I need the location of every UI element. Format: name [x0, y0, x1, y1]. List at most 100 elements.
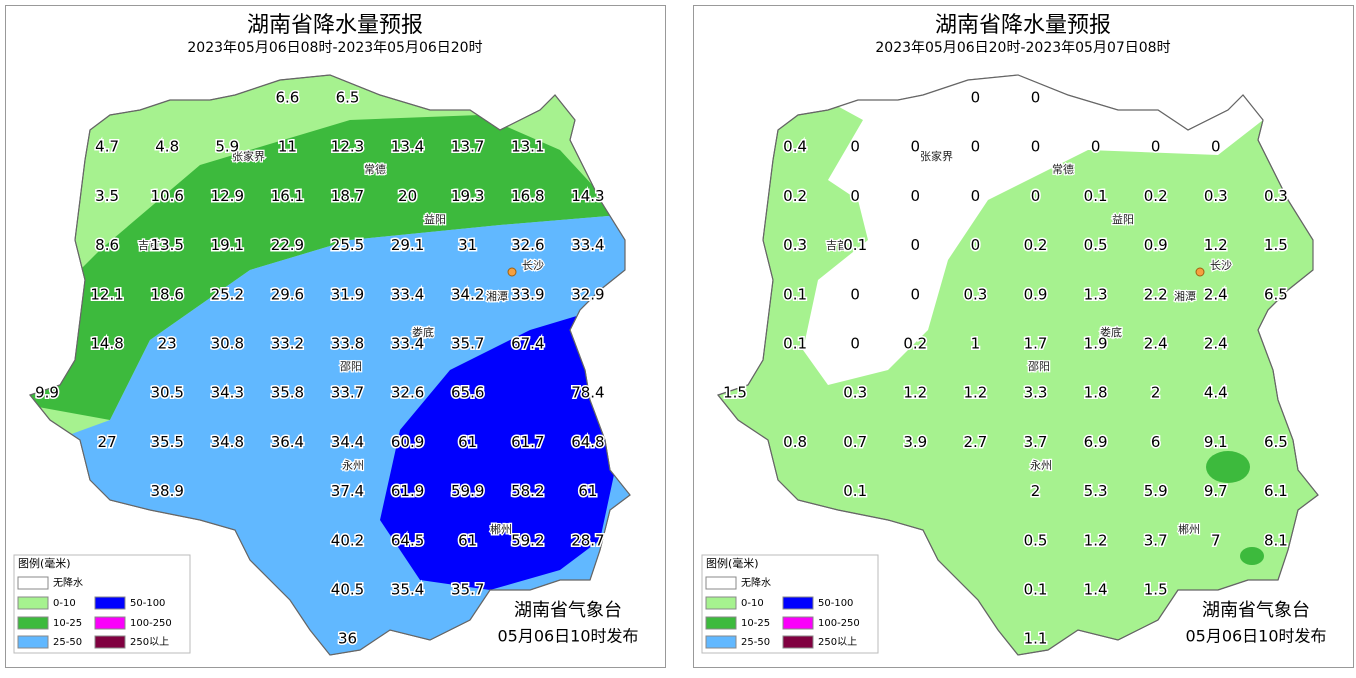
precip-value: 2: [1151, 384, 1161, 402]
precip-value: 61: [458, 433, 477, 451]
legend-label: 25-50: [741, 637, 770, 648]
precip-value: 0: [911, 187, 921, 205]
precip-value: 36.4: [271, 433, 304, 451]
precip-value: 13.1: [511, 138, 544, 156]
precip-value: 2.7: [963, 433, 987, 451]
precip-value: 2.4: [1204, 285, 1228, 303]
precip-value: 0.3: [1264, 187, 1288, 205]
precip-value: 6.9: [1084, 433, 1108, 451]
precip-value: 1.5: [1264, 236, 1288, 254]
precip-value: 0: [911, 138, 921, 156]
map-subtitle: 2023年05月06日20时-2023年05月07日08时: [875, 40, 1170, 56]
legend-swatch: [17, 576, 49, 590]
legend-swatch: [782, 596, 814, 610]
precip-value: 23: [158, 335, 177, 353]
legend-title: 图例(毫米): [706, 556, 759, 570]
precip-value: 19.1: [211, 236, 244, 254]
precip-value: 29.6: [271, 285, 304, 303]
precip-value: 0.9: [1024, 285, 1048, 303]
precip-value: 11: [278, 138, 297, 156]
precip-value: 5.3: [1084, 482, 1108, 500]
legend-label: 50-100: [818, 598, 853, 609]
precip-value: 29.1: [391, 236, 424, 254]
legend-swatch: [782, 635, 814, 649]
city-name: 张家界: [232, 149, 265, 163]
precip-value: 6.6: [275, 89, 299, 107]
legend-swatch: [17, 616, 49, 630]
city-name: 吉首: [138, 238, 160, 252]
precip-value: 0.1: [843, 236, 867, 254]
precip-value: 1.5: [723, 384, 747, 402]
precip-value: 64.5: [391, 531, 424, 549]
precip-value: 35.7: [451, 581, 484, 599]
precip-value: 33.7: [331, 384, 364, 402]
precip-value: 0.9: [1144, 236, 1168, 254]
city-name: 吉首: [826, 238, 848, 252]
precip-value: 0.1: [843, 482, 867, 500]
precip-value: 34.8: [211, 433, 244, 451]
precip-value: 13.7: [451, 138, 484, 156]
precip-value: 35.8: [271, 384, 304, 402]
precip-value: 13.4: [391, 138, 424, 156]
precip-value: 6.1: [1264, 482, 1288, 500]
precip-value: 1.2: [1204, 236, 1228, 254]
precip-value: 1.9: [1084, 335, 1108, 353]
precip-value: 0.3: [843, 384, 867, 402]
city-name: 湘潭: [486, 289, 508, 303]
precip-value: 0: [1031, 89, 1041, 107]
precip-value: 0.5: [1084, 236, 1108, 254]
legend-label: 0-10: [741, 598, 764, 609]
precip-value: 61: [458, 531, 477, 549]
precip-value: 5.9: [1144, 482, 1168, 500]
precip-value: 0: [1031, 187, 1041, 205]
precip-value: 0: [971, 236, 981, 254]
precip-value: 35.4: [391, 581, 424, 599]
precip-value: 67.4: [511, 335, 544, 353]
legend-label: 10-25: [53, 618, 82, 629]
precip-value: 0.1: [783, 285, 807, 303]
precip-value: 12.3: [331, 138, 364, 156]
precip-value: 1.2: [963, 384, 987, 402]
precip-value: 3.9: [903, 433, 927, 451]
issuer: 湖南省气象台: [514, 600, 622, 621]
precip-value: 58.2: [511, 482, 544, 500]
map-panel: 湖南省降水量预报 2023年05月06日20时-2023年05月07日08时张家界…: [693, 5, 1354, 668]
precip-value: 0.5: [1024, 531, 1048, 549]
precip-value: 14.8: [90, 335, 123, 353]
precip-value: 14.3: [571, 187, 604, 205]
province-border: [28, 74, 631, 656]
precip-value: 0: [971, 89, 981, 107]
city-name: 娄底: [412, 325, 434, 339]
map-title: 湖南省降水量预报: [247, 13, 423, 38]
map-panel: 湖南省降水量预报 2023年05月06日08时-2023年05月06日20时张家界…: [5, 5, 666, 668]
area-10-25: [1206, 451, 1250, 483]
province-border: [716, 74, 1319, 656]
precip-value: 0.8: [783, 433, 807, 451]
precip-value: 0: [971, 187, 981, 205]
precip-value: 9.9: [35, 384, 59, 402]
city-dot: [507, 267, 517, 277]
precip-value: 0: [850, 285, 860, 303]
precip-value: 1.4: [1084, 581, 1108, 599]
precip-value: 65.6: [451, 384, 484, 402]
precip-value: 3.7: [1144, 531, 1168, 549]
precip-value: 0: [1211, 138, 1221, 156]
precip-value: 32.9: [571, 285, 604, 303]
precip-value: 7: [1211, 531, 1221, 549]
precip-value: 33.4: [391, 335, 424, 353]
precip-value: 16.8: [511, 187, 544, 205]
precip-value: 1: [971, 335, 981, 353]
issue-time: 05月06日10时发布: [497, 627, 638, 646]
precip-value: 30.8: [211, 335, 244, 353]
precip-value: 4.8: [155, 138, 179, 156]
precip-value: 4.4: [1204, 384, 1228, 402]
precip-value: 37.4: [331, 482, 364, 500]
precip-value: 12.9: [211, 187, 244, 205]
precip-value: 20: [398, 187, 417, 205]
precip-value: 31.9: [331, 285, 364, 303]
precip-value: 31: [458, 236, 477, 254]
precip-value: 6.5: [1264, 433, 1288, 451]
precip-value: 61: [578, 482, 597, 500]
legend-label: 25-50: [53, 637, 82, 648]
